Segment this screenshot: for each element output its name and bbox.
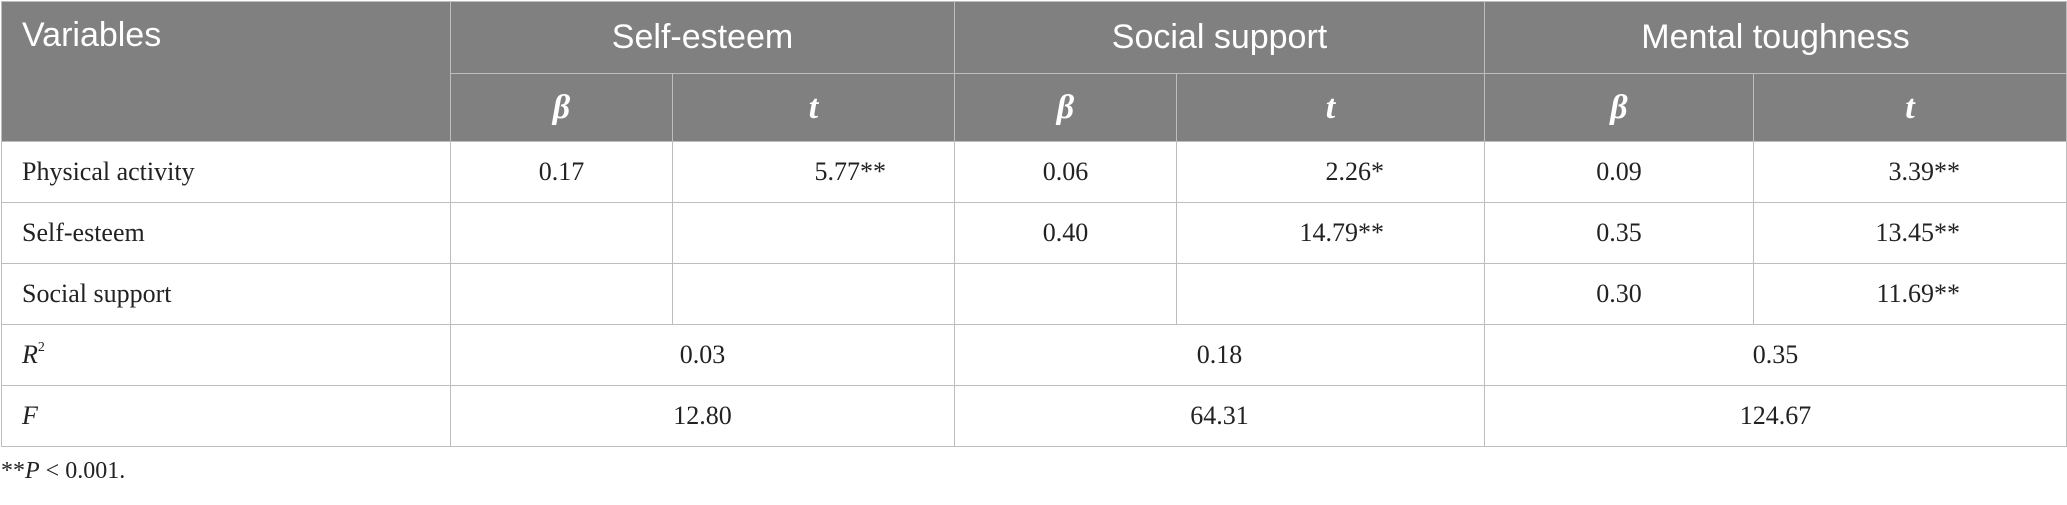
table-cell: 0.35 <box>1484 324 2067 386</box>
table-cell: 0.30 <box>1484 263 1754 325</box>
footnote-p: P <box>25 458 40 484</box>
row-label: Social support <box>1 263 451 325</box>
header-group-social-support: Social support <box>954 1 1485 74</box>
table-cell: 0.03 <box>450 324 955 386</box>
header-beta: β <box>450 73 673 142</box>
header-t: t <box>672 73 955 142</box>
footnote-prefix: ** <box>1 458 25 484</box>
table-cell: 3.39** <box>1753 141 2067 203</box>
header-variables: Variables <box>1 1 451 142</box>
table-footnote: **P < 0.001. <box>1 458 125 485</box>
table-row: Self-esteem 0.40 14.79** 0.35 13.45** <box>1 202 2067 264</box>
table-cell <box>1176 263 1485 325</box>
table-cell: 0.06 <box>954 141 1177 203</box>
header-beta: β <box>954 73 1177 142</box>
r-symbol: R <box>22 340 38 369</box>
table-cell <box>450 263 673 325</box>
table-cell <box>672 263 955 325</box>
table-cell: 11.69** <box>1753 263 2067 325</box>
table-cell: 5.77** <box>672 141 955 203</box>
table-cell: 14.79** <box>1176 202 1485 264</box>
f-symbol: F <box>22 401 38 430</box>
table-row-f: F 12.80 64.31 124.67 <box>1 385 2067 447</box>
header-row-groups: Variables Self-esteem Social support Men… <box>1 1 2067 142</box>
table-cell <box>450 202 673 264</box>
r-superscript: 2 <box>37 340 45 355</box>
table-cell: 13.45** <box>1753 202 2067 264</box>
row-label: Physical activity <box>1 141 451 203</box>
row-label-f: F <box>1 385 451 447</box>
table-row: Physical activity 0.17 5.77** 0.06 2.26*… <box>1 141 2067 203</box>
table-cell <box>672 202 955 264</box>
table-header: Variables Self-esteem Social support Men… <box>1 1 2067 142</box>
table-cell: 2.26* <box>1176 141 1485 203</box>
row-label: Self-esteem <box>1 202 451 264</box>
table-cell: 0.17 <box>450 141 673 203</box>
header-row-stats: β t β t β t <box>2 73 2067 142</box>
header-group-mental-toughness: Mental toughness <box>1484 1 2067 74</box>
header-t: t <box>1176 73 1485 142</box>
table-cell: 124.67 <box>1484 385 2067 447</box>
table-cell: 64.31 <box>954 385 1485 447</box>
header-t: t <box>1753 73 2067 142</box>
table-cell: 0.35 <box>1484 202 1754 264</box>
header-beta: β <box>1484 73 1754 142</box>
table-row-r-squared: R2 0.03 0.18 0.35 <box>1 324 2067 386</box>
footnote-text: < 0.001. <box>39 458 126 484</box>
table-cell: 0.09 <box>1484 141 1754 203</box>
row-label-r-squared: R2 <box>1 324 451 386</box>
table-row: Social support 0.30 11.69** <box>1 263 2067 325</box>
table-cell: 12.80 <box>450 385 955 447</box>
header-group-self-esteem: Self-esteem <box>450 1 955 74</box>
table-body: Physical activity 0.17 5.77** 0.06 2.26*… <box>1 141 2067 447</box>
table-cell: 0.18 <box>954 324 1485 386</box>
regression-table: Variables Self-esteem Social support Men… <box>1 1 2067 447</box>
table-cell <box>954 263 1177 325</box>
table-cell: 0.40 <box>954 202 1177 264</box>
